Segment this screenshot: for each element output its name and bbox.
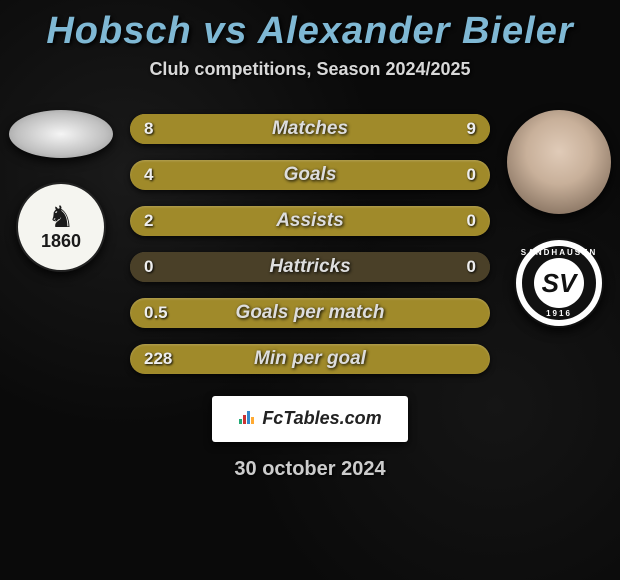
subtitle: Club competitions, Season 2024/2025: [0, 59, 620, 80]
club2-name-top: SANDHAUSEN: [516, 248, 602, 257]
stat-label: Goals: [130, 164, 490, 186]
stat-label: Matches: [130, 118, 490, 140]
stat-value-right: 0: [467, 165, 476, 185]
stat-value-right: 9: [467, 119, 476, 139]
stat-label: Hattricks: [130, 256, 490, 278]
stat-label: Goals per match: [130, 302, 490, 324]
stat-bar: 228Min per goal: [130, 344, 490, 374]
brand-text: FcTables.com: [262, 408, 381, 428]
stats-column: 8Matches94Goals02Assists00Hattricks00.5G…: [130, 110, 490, 374]
vs-text: vs: [203, 10, 247, 52]
comparison-row: ♞ 1860 8Matches94Goals02Assists00Hattric…: [0, 110, 620, 374]
player1-photo: [9, 110, 113, 158]
stat-label: Min per goal: [130, 348, 490, 370]
stat-bar: 4Goals0: [130, 160, 490, 190]
club1-year: 1860: [41, 231, 81, 252]
player2-name-title: Alexander Bieler: [258, 10, 574, 52]
stat-value-right: 0: [467, 211, 476, 231]
stat-bar: 0Hattricks0: [130, 252, 490, 282]
page-title: Hobsch vs Alexander Bieler: [0, 10, 620, 53]
stat-label: Assists: [130, 210, 490, 232]
brand-badge[interactable]: FcTables.com: [212, 396, 407, 442]
chart-icon: [238, 409, 258, 430]
date-text: 30 october 2024: [0, 458, 620, 481]
club2-year: 1916: [516, 309, 602, 318]
stat-bar: 8Matches9: [130, 114, 490, 144]
lion-icon: ♞: [48, 203, 75, 233]
player1-name-title: Hobsch: [46, 10, 191, 52]
stat-value-right: 0: [467, 257, 476, 277]
stat-bar: 0.5Goals per match: [130, 298, 490, 328]
right-player-column: SANDHAUSEN SV 1916: [504, 110, 614, 328]
club2-abbr: SV: [534, 258, 584, 308]
stat-bar: 2Assists0: [130, 206, 490, 236]
footer: FcTables.com 30 october 2024: [0, 396, 620, 481]
player2-photo: [507, 110, 611, 214]
left-player-column: ♞ 1860: [6, 110, 116, 272]
player1-club-badge: ♞ 1860: [16, 182, 106, 272]
player2-club-badge: SANDHAUSEN SV 1916: [514, 238, 604, 328]
